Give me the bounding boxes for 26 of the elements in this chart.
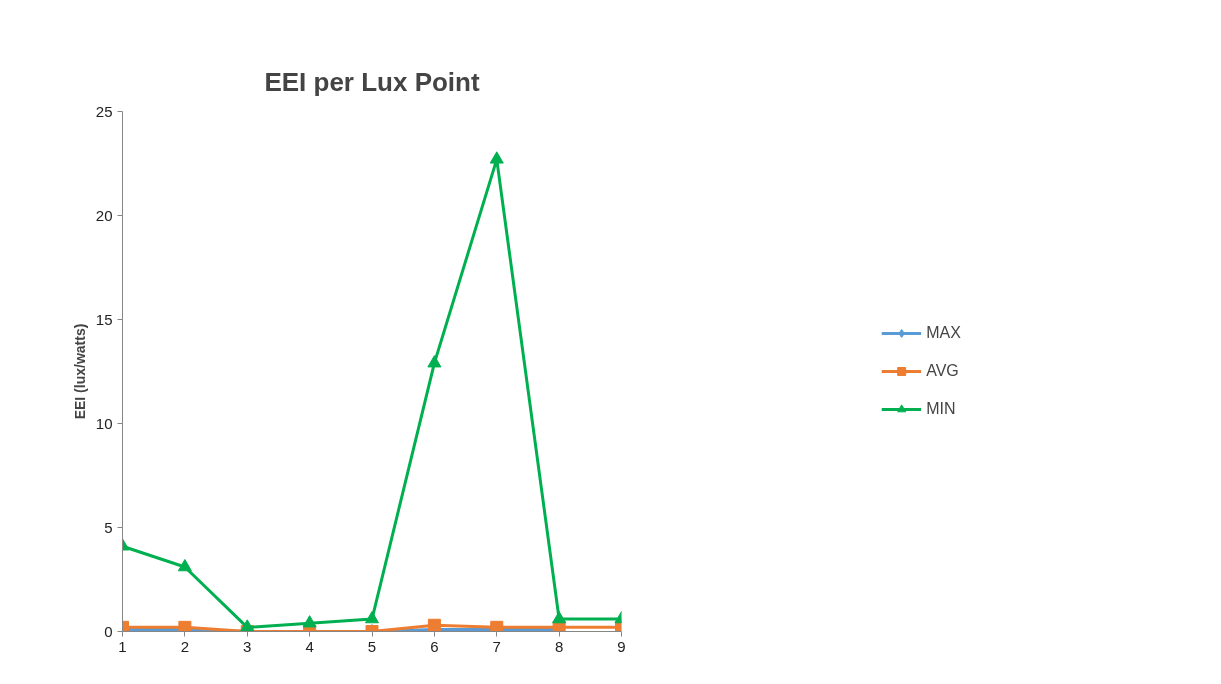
x-tick-label: 1 (118, 637, 127, 655)
y-tick-label: 25 (95, 102, 113, 120)
legend-label: AVG (926, 362, 959, 380)
chart-title: EEI per Lux Point (264, 66, 480, 97)
legend-label: MAX (926, 324, 961, 342)
x-tick-label: 2 (180, 637, 190, 655)
x-tick-label: 8 (554, 637, 564, 655)
point (489, 151, 504, 164)
y-axis-title: EEI (lux/watts) (71, 323, 88, 420)
y-tick-label: 20 (95, 206, 113, 224)
x-tick-label: 4 (305, 637, 314, 655)
point (427, 355, 442, 368)
point (302, 615, 317, 628)
x-tick-label: 7 (492, 637, 501, 655)
y-tick-label: 5 (104, 518, 113, 536)
point (365, 611, 379, 624)
legend-label: MIN (926, 400, 956, 418)
x-tick-label: 5 (367, 637, 377, 655)
y-tick-label: 0 (104, 622, 113, 640)
y-tick-label: 15 (95, 310, 113, 328)
point (552, 611, 567, 624)
x-tick-label: 6 (430, 637, 439, 655)
x-tick-label: 3 (243, 637, 252, 655)
point (177, 559, 192, 572)
y-tick-label: 10 (95, 414, 113, 432)
x-tick-label: 9 (617, 637, 626, 655)
